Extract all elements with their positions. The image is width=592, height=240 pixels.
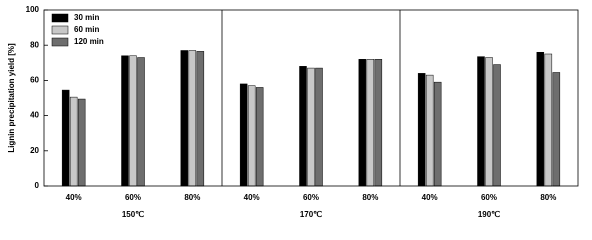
legend-swatch — [51, 13, 69, 23]
x-tick-label: 60% — [481, 193, 497, 202]
x-tick-label: 40% — [422, 193, 438, 202]
bar — [196, 51, 205, 187]
x-tick-label: 60% — [303, 193, 319, 202]
group-label: 190℃ — [478, 210, 500, 219]
y-tick-label: 100 — [26, 5, 40, 14]
bar — [247, 85, 256, 187]
legend-label: 60 min — [74, 25, 99, 34]
bar — [129, 55, 137, 187]
bar — [485, 57, 493, 187]
x-tick-label: 60% — [125, 193, 141, 202]
bar — [374, 59, 383, 187]
legend-label: 30 min — [74, 13, 99, 22]
bar — [417, 73, 426, 187]
bar — [77, 98, 86, 187]
bar — [366, 59, 375, 187]
bar — [299, 66, 307, 187]
y-tick-label: 40 — [30, 111, 39, 120]
bar — [433, 81, 442, 187]
legend-label: 120 min — [74, 37, 104, 46]
bar — [307, 67, 315, 187]
group-label: 150℃ — [122, 210, 144, 219]
bar — [188, 50, 197, 187]
y-tick-label: 20 — [30, 146, 39, 155]
x-tick-label: 80% — [540, 193, 556, 202]
bar — [315, 67, 323, 187]
bar — [358, 59, 367, 187]
group-label: 170℃ — [300, 210, 322, 219]
legend-swatch — [51, 37, 69, 47]
bar — [255, 87, 264, 187]
legend-swatch — [51, 25, 69, 35]
bar — [180, 50, 189, 187]
bar — [239, 83, 248, 187]
x-tick-label: 40% — [66, 193, 82, 202]
plot-frame — [43, 9, 579, 187]
x-tick-label: 40% — [244, 193, 260, 202]
y-tick-label: 80 — [30, 40, 39, 49]
bar — [493, 64, 501, 187]
chart: Lignin precipitation yield [%] 0 20 40 60 80… — [7, 5, 579, 219]
bar — [121, 55, 129, 187]
bar — [477, 56, 485, 187]
bar — [425, 74, 434, 187]
bar — [536, 51, 545, 187]
y-axis-label: Lignin precipitation yield [%] — [7, 43, 16, 153]
x-tick-label: 80% — [184, 193, 200, 202]
y-tick-label: 60 — [30, 76, 39, 85]
y-tick-label: 0 — [35, 181, 40, 190]
bar — [137, 57, 145, 187]
bar — [69, 96, 78, 187]
bar — [544, 53, 553, 187]
x-tick-label: 80% — [362, 193, 378, 202]
bar — [61, 89, 70, 187]
bar — [552, 72, 561, 187]
